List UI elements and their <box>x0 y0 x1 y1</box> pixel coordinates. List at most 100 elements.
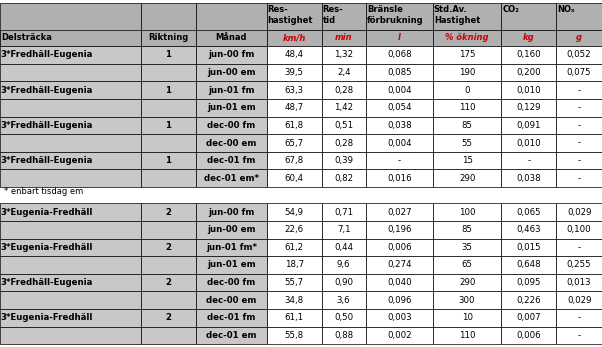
Bar <box>0 99 141 117</box>
Bar <box>556 221 602 239</box>
Bar <box>267 221 321 239</box>
Bar <box>196 3 267 46</box>
Bar <box>267 81 321 99</box>
Text: Res-
hastighet: Res- hastighet <box>268 6 313 25</box>
Bar <box>366 309 433 327</box>
Bar <box>321 64 366 81</box>
Text: km/h: km/h <box>282 33 306 42</box>
Text: -: - <box>577 121 581 130</box>
Bar <box>501 3 556 30</box>
Bar <box>556 256 602 274</box>
Bar <box>501 169 556 187</box>
Text: 0,027: 0,027 <box>387 208 412 217</box>
Bar <box>556 152 602 169</box>
Text: 2: 2 <box>166 243 172 252</box>
Text: 0,038: 0,038 <box>517 174 541 183</box>
Bar <box>196 30 267 46</box>
Text: dec-00 fm: dec-00 fm <box>207 121 255 130</box>
Bar <box>501 81 556 99</box>
Text: 3*Fredhäll-Eugenia: 3*Fredhäll-Eugenia <box>1 278 93 287</box>
Bar <box>267 256 321 274</box>
Text: 190: 190 <box>459 68 476 77</box>
Bar <box>0 30 141 46</box>
Bar <box>366 46 433 64</box>
Bar <box>0 169 141 187</box>
Text: 0,075: 0,075 <box>567 68 591 77</box>
Bar <box>267 291 321 309</box>
Text: 2,4: 2,4 <box>337 68 350 77</box>
Text: 0,006: 0,006 <box>517 331 541 340</box>
Bar <box>321 30 366 46</box>
Bar <box>433 152 501 169</box>
Text: jun-00 em: jun-00 em <box>207 225 255 234</box>
Text: 3,6: 3,6 <box>337 296 350 305</box>
Bar <box>366 203 433 221</box>
Text: 60,4: 60,4 <box>285 174 303 183</box>
Bar <box>321 117 366 134</box>
Text: 34,8: 34,8 <box>285 296 303 305</box>
Text: * enbart tisdag em: * enbart tisdag em <box>4 187 83 196</box>
Text: -: - <box>577 174 581 183</box>
Bar <box>366 291 433 309</box>
Text: 0,226: 0,226 <box>517 296 541 305</box>
Bar <box>366 239 433 256</box>
Bar <box>366 221 433 239</box>
Text: 0,004: 0,004 <box>387 138 412 147</box>
Bar <box>556 3 602 30</box>
Bar <box>0 309 141 327</box>
Text: 1: 1 <box>166 121 172 130</box>
Bar <box>141 274 196 291</box>
Bar <box>433 221 501 239</box>
Text: 55,7: 55,7 <box>285 278 303 287</box>
Bar <box>267 274 321 291</box>
Text: 100: 100 <box>459 208 476 217</box>
Bar <box>501 99 556 117</box>
Text: 3*Fredhäll-Eugenia: 3*Fredhäll-Eugenia <box>1 156 93 165</box>
Text: 0,095: 0,095 <box>517 278 541 287</box>
Bar <box>556 291 602 309</box>
Bar <box>267 117 321 134</box>
Bar <box>556 99 602 117</box>
Text: 63,3: 63,3 <box>285 86 303 95</box>
Text: 0,100: 0,100 <box>567 225 591 234</box>
Text: -: - <box>527 156 530 165</box>
Bar <box>556 274 602 291</box>
Bar <box>556 203 602 221</box>
Bar <box>366 152 433 169</box>
Text: 55: 55 <box>462 138 473 147</box>
Text: 0,648: 0,648 <box>517 261 541 270</box>
Bar <box>321 203 366 221</box>
Bar <box>321 46 366 64</box>
Bar <box>321 309 366 327</box>
Bar <box>501 134 556 152</box>
Bar <box>433 274 501 291</box>
Bar <box>556 64 602 81</box>
Text: 0,003: 0,003 <box>387 313 412 322</box>
Bar <box>196 256 267 274</box>
Bar <box>321 239 366 256</box>
Bar <box>433 30 501 46</box>
Text: 0,007: 0,007 <box>517 313 541 322</box>
Bar <box>0 203 141 221</box>
Bar <box>433 117 501 134</box>
Text: Std.Av.
Hastighet: Std.Av. Hastighet <box>434 6 480 25</box>
Text: dec-01 em: dec-01 em <box>206 331 256 340</box>
Text: 0,200: 0,200 <box>517 68 541 77</box>
Bar <box>321 327 366 344</box>
Text: 3*Fredhäll-Eugenia: 3*Fredhäll-Eugenia <box>1 121 93 130</box>
Bar <box>321 169 366 187</box>
Text: 67,8: 67,8 <box>285 156 303 165</box>
Bar <box>321 99 366 117</box>
Text: -: - <box>577 243 581 252</box>
Text: 0,091: 0,091 <box>517 121 541 130</box>
Text: 0,196: 0,196 <box>387 225 412 234</box>
Text: -: - <box>577 138 581 147</box>
Text: 7,1: 7,1 <box>337 225 350 234</box>
Bar <box>433 256 501 274</box>
Bar <box>366 64 433 81</box>
Bar <box>321 152 366 169</box>
Text: 18,7: 18,7 <box>285 261 303 270</box>
Bar <box>267 30 321 46</box>
Text: 0,90: 0,90 <box>334 278 353 287</box>
Text: 48,4: 48,4 <box>285 50 303 59</box>
